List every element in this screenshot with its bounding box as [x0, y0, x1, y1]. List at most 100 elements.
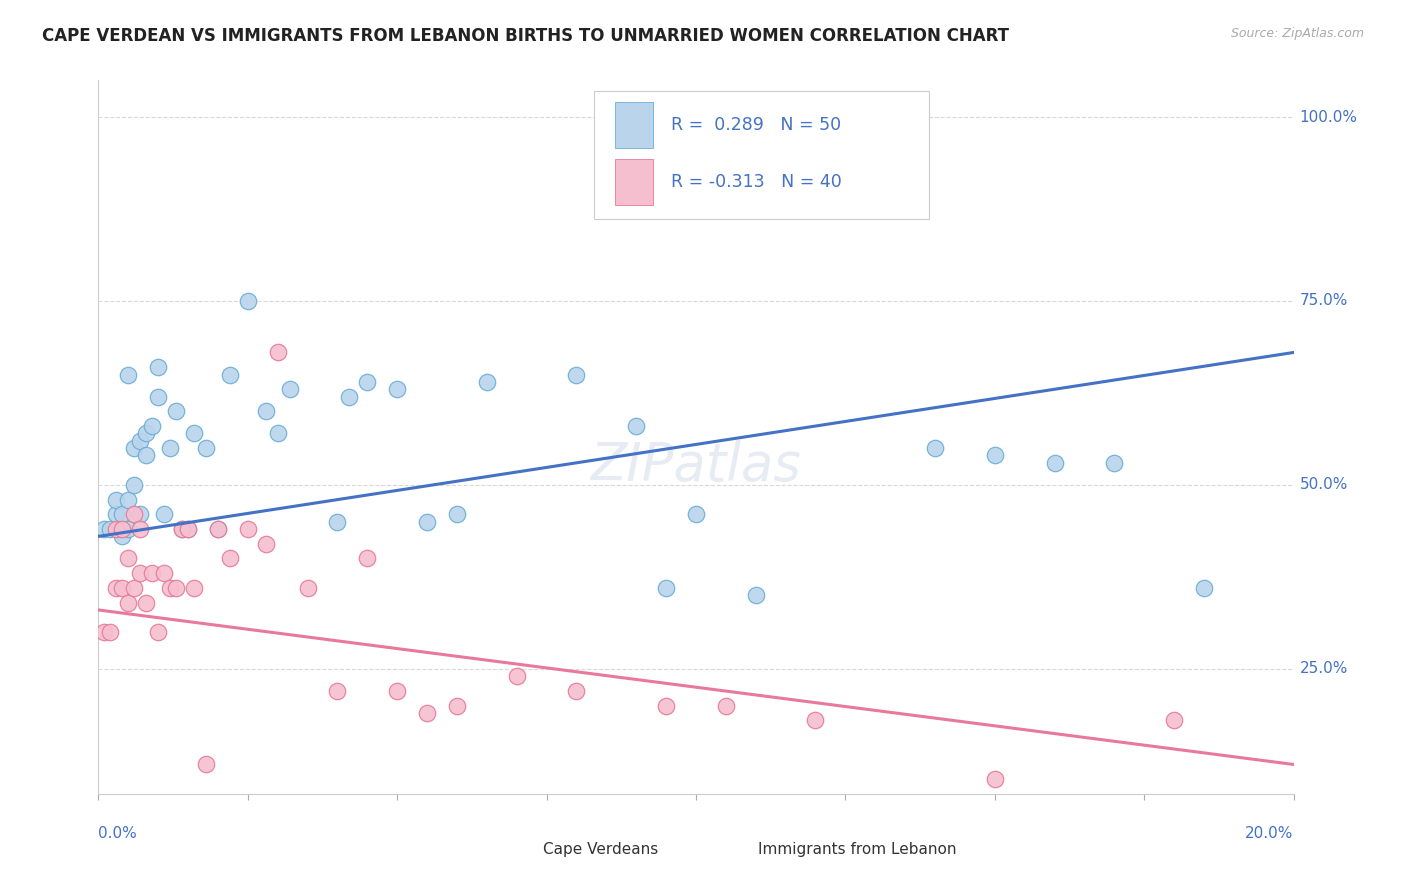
Point: [984, 449, 1007, 463]
Point: [236, 293, 259, 308]
Point: [446, 508, 468, 522]
Point: [924, 441, 946, 455]
Point: [98, 522, 122, 536]
Point: [446, 698, 468, 713]
Point: [117, 368, 139, 382]
Point: [416, 515, 439, 529]
Point: [183, 581, 205, 595]
Point: [93, 522, 115, 536]
Point: [159, 581, 181, 595]
Text: Source: ZipAtlas.com: Source: ZipAtlas.com: [1230, 27, 1364, 40]
Point: [148, 360, 170, 375]
Point: [124, 478, 146, 492]
Point: [124, 508, 146, 522]
Point: [105, 508, 128, 522]
Text: R =  0.289   N = 50: R = 0.289 N = 50: [671, 116, 841, 134]
Point: [506, 669, 529, 683]
Point: [111, 508, 134, 522]
Text: 50.0%: 50.0%: [1299, 477, 1348, 492]
Text: R = -0.313   N = 40: R = -0.313 N = 40: [671, 173, 842, 191]
Point: [117, 492, 139, 507]
Point: [183, 426, 205, 441]
Point: [804, 714, 827, 728]
Point: [153, 566, 176, 581]
Point: [177, 522, 200, 536]
Point: [356, 375, 378, 389]
Point: [105, 522, 128, 536]
Point: [1192, 581, 1215, 595]
Point: [129, 522, 152, 536]
Point: [172, 522, 194, 536]
Point: [111, 581, 134, 595]
Point: [655, 698, 678, 713]
Point: [195, 441, 218, 455]
Point: [105, 581, 128, 595]
Text: Cape Verdeans: Cape Verdeans: [543, 842, 658, 857]
Point: [339, 390, 361, 404]
Point: [98, 625, 122, 640]
Point: [416, 706, 439, 720]
Point: [219, 551, 242, 566]
Point: [117, 596, 139, 610]
Point: [1104, 456, 1126, 470]
Point: [297, 581, 319, 595]
Point: [834, 117, 856, 131]
Point: [326, 684, 349, 698]
Point: [165, 581, 187, 595]
Point: [655, 581, 678, 595]
Point: [129, 566, 152, 581]
Text: 100.0%: 100.0%: [1299, 110, 1358, 125]
Point: [267, 345, 290, 359]
Point: [565, 368, 588, 382]
Text: 20.0%: 20.0%: [1246, 826, 1294, 841]
Text: Immigrants from Lebanon: Immigrants from Lebanon: [758, 842, 956, 857]
Point: [124, 581, 146, 595]
Point: [236, 522, 259, 536]
Point: [135, 596, 157, 610]
Point: [1043, 456, 1066, 470]
Point: [135, 426, 157, 441]
Point: [135, 449, 157, 463]
Point: [195, 757, 218, 772]
Point: [254, 404, 277, 418]
Point: [278, 382, 301, 396]
Point: [129, 434, 152, 448]
Point: [117, 551, 139, 566]
Point: [153, 508, 176, 522]
Point: [148, 625, 170, 640]
Point: [475, 375, 498, 389]
Point: [1163, 714, 1185, 728]
FancyBboxPatch shape: [595, 91, 929, 219]
Point: [159, 441, 181, 455]
Point: [172, 522, 194, 536]
Point: [745, 588, 768, 602]
Point: [565, 684, 588, 698]
Point: [385, 382, 409, 396]
FancyBboxPatch shape: [505, 846, 534, 869]
Point: [148, 390, 170, 404]
Point: [385, 684, 409, 698]
Point: [129, 508, 152, 522]
FancyBboxPatch shape: [614, 159, 652, 205]
Point: [254, 537, 277, 551]
Point: [356, 551, 378, 566]
Point: [105, 492, 128, 507]
Point: [714, 698, 737, 713]
Text: CAPE VERDEAN VS IMMIGRANTS FROM LEBANON BIRTHS TO UNMARRIED WOMEN CORRELATION CH: CAPE VERDEAN VS IMMIGRANTS FROM LEBANON …: [42, 27, 1010, 45]
Point: [984, 772, 1007, 787]
Point: [177, 522, 200, 536]
Point: [207, 522, 229, 536]
Point: [141, 566, 163, 581]
FancyBboxPatch shape: [614, 102, 652, 148]
Point: [141, 419, 163, 434]
Point: [267, 426, 290, 441]
Point: [165, 404, 187, 418]
Point: [93, 625, 115, 640]
FancyBboxPatch shape: [720, 846, 749, 869]
Point: [626, 419, 648, 434]
Point: [326, 515, 349, 529]
Point: [685, 508, 707, 522]
Point: [124, 441, 146, 455]
Point: [117, 522, 139, 536]
Point: [111, 522, 134, 536]
